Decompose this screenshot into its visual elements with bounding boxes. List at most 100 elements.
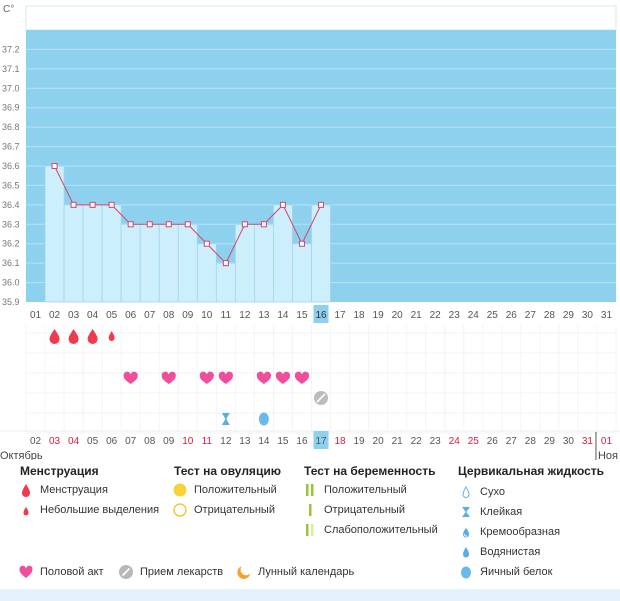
x-top-tick-label: 28 (544, 310, 556, 321)
y-tick-label: 35.9 (2, 297, 20, 307)
temperature-point (318, 201, 324, 208)
cervical-sticky (221, 413, 230, 425)
x-bottom-tick-label: 10 (182, 436, 194, 447)
x-bottom-tick-label: 19 (354, 436, 366, 447)
temperature-bar (215, 262, 236, 303)
temperature-bar (292, 243, 312, 303)
legend-label-watery: Водянистая (480, 546, 541, 558)
circle-filled-icon (172, 482, 188, 498)
legend-title-pregnancy: Тест на беременность (304, 464, 436, 478)
y-tick-label: 37.1 (2, 64, 20, 74)
temperature-bar (82, 204, 103, 303)
temperature-bar (44, 165, 65, 303)
x-top-tick-label: 17 (334, 310, 346, 321)
x-bottom-tick-label: 27 (506, 436, 518, 447)
legend-item-menstruation: Менструация (18, 482, 108, 498)
x-top-tick-label: 18 (354, 310, 366, 321)
legend-label-egg-white: Яичный белок (480, 566, 553, 578)
legend-label-sticky: Клейкая (480, 506, 523, 518)
legend: Менструация Менструация Небольшие выделе… (0, 460, 620, 601)
x-bottom-tick-label: 23 (430, 436, 442, 447)
x-bottom-tick-label: 16 (296, 436, 308, 447)
x-top-tick-label: 21 (411, 310, 423, 321)
legend-title-cervical: Цервикальная жидкость (458, 464, 605, 478)
x-top-tick-label: 13 (258, 310, 270, 321)
y-tick-label: 36.5 (2, 180, 20, 190)
x-bottom-tick-label: 06 (106, 436, 118, 447)
y-tick-label: 36.6 (2, 161, 20, 171)
legend-label-ovulation-negative: Отрицательный (194, 504, 275, 516)
temperature-bar (63, 204, 84, 303)
x-bottom-tick-label: 14 (258, 436, 270, 447)
x-top-tick-label: 26 (506, 310, 518, 321)
legend-item-spotting: Небольшие выделения (18, 502, 159, 518)
x-bottom-tick-label: 15 (277, 436, 289, 447)
temperature-bar (235, 223, 255, 303)
y-tick-label: 36.7 (2, 142, 20, 152)
temperature-bar (177, 223, 198, 303)
cervical-egg-white (258, 412, 269, 426)
x-top-tick-label: 08 (163, 310, 175, 321)
legend-item-sticky: Клейкая (458, 504, 522, 520)
hourglass-icon (458, 504, 474, 520)
x-top-tick-label: 30 (582, 310, 594, 321)
legend-item-dry: Сухо (458, 484, 505, 500)
legend-label-dry: Сухо (480, 486, 505, 498)
x-bottom-tick-label: 17 (315, 436, 327, 447)
x-top-tick-label: 15 (296, 310, 308, 321)
temperature-bar (158, 223, 179, 303)
legend-title-menstruation: Менструация (20, 464, 99, 478)
legend-label-menstruation: Менструация (40, 484, 108, 496)
month-label-next: Ноя (598, 450, 618, 460)
bbt-chart: С° 35.9 36.0 36.1 36.2 36.3 36.4 36.5 36.6 36.7 36… (0, 4, 620, 460)
x-top-tick-label: 03 (68, 310, 80, 321)
x-top-tick-label: 25 (487, 310, 499, 321)
small-drop-icon (18, 502, 34, 518)
temperature-bar (139, 223, 160, 303)
x-bottom-tick-label: 22 (411, 436, 423, 447)
large-drop-icon (18, 482, 34, 498)
x-top-tick-label: 04 (87, 310, 99, 321)
x-bottom-tick-label: 08 (144, 436, 156, 447)
x-bottom-tick-label: 02 (30, 436, 42, 447)
legend-item-intercourse: Половой акт (18, 564, 104, 580)
double-line-icon (302, 482, 318, 498)
legend-item-pregnancy-positive: Положительный (302, 482, 407, 498)
legend-label-medication: Прием лекарств (140, 566, 224, 578)
menstruation-drop (49, 329, 60, 344)
temperature-point (241, 221, 248, 228)
y-tick-label: 36.1 (2, 258, 20, 268)
x-top-tick-label: 31 (601, 310, 613, 321)
legend-label-pregnancy-positive: Положительный (324, 484, 407, 496)
month-label-current: Октябрь (0, 450, 43, 460)
x-top-tick-label: 01 (30, 310, 42, 321)
outline-drop-icon (458, 484, 474, 500)
x-bottom-tick-label: 24 (449, 436, 461, 447)
x-top-tick-label: 05 (106, 310, 118, 321)
circle-outline-icon (172, 502, 188, 518)
x-bottom-tick-label: 13 (239, 436, 251, 447)
x-top-tick-label: 10 (201, 310, 213, 321)
x-top-tick-label: 12 (239, 310, 251, 321)
pill-icon (118, 564, 134, 580)
legend-label-creamy: Кремообразная (480, 526, 561, 538)
intercourse-heart (256, 371, 271, 384)
legend-item-medication: Прием лекарств (118, 564, 223, 580)
x-top-tick-label: 16 (315, 310, 327, 321)
x-bottom-tick-label: 12 (220, 436, 232, 447)
x-bottom-tick-label: 20 (373, 436, 385, 447)
legend-label-intercourse: Половой акт (40, 566, 104, 578)
y-tick-label: 36.8 (2, 122, 20, 132)
temperature-bar (101, 204, 122, 303)
legend-item-lunar: Лунный календарь (236, 564, 354, 580)
x-top-tick-label: 29 (563, 310, 575, 321)
y-tick-label: 36.3 (2, 219, 20, 229)
x-top-tick-label: 09 (182, 310, 194, 321)
temperature-point (89, 201, 96, 208)
moon-icon (236, 564, 252, 580)
intercourse-heart (161, 371, 176, 384)
temperature-point (165, 221, 172, 228)
x-bottom-tick-label: 29 (544, 436, 556, 447)
x-top-tick-label: 27 (525, 310, 537, 321)
temperature-bar (254, 223, 274, 303)
